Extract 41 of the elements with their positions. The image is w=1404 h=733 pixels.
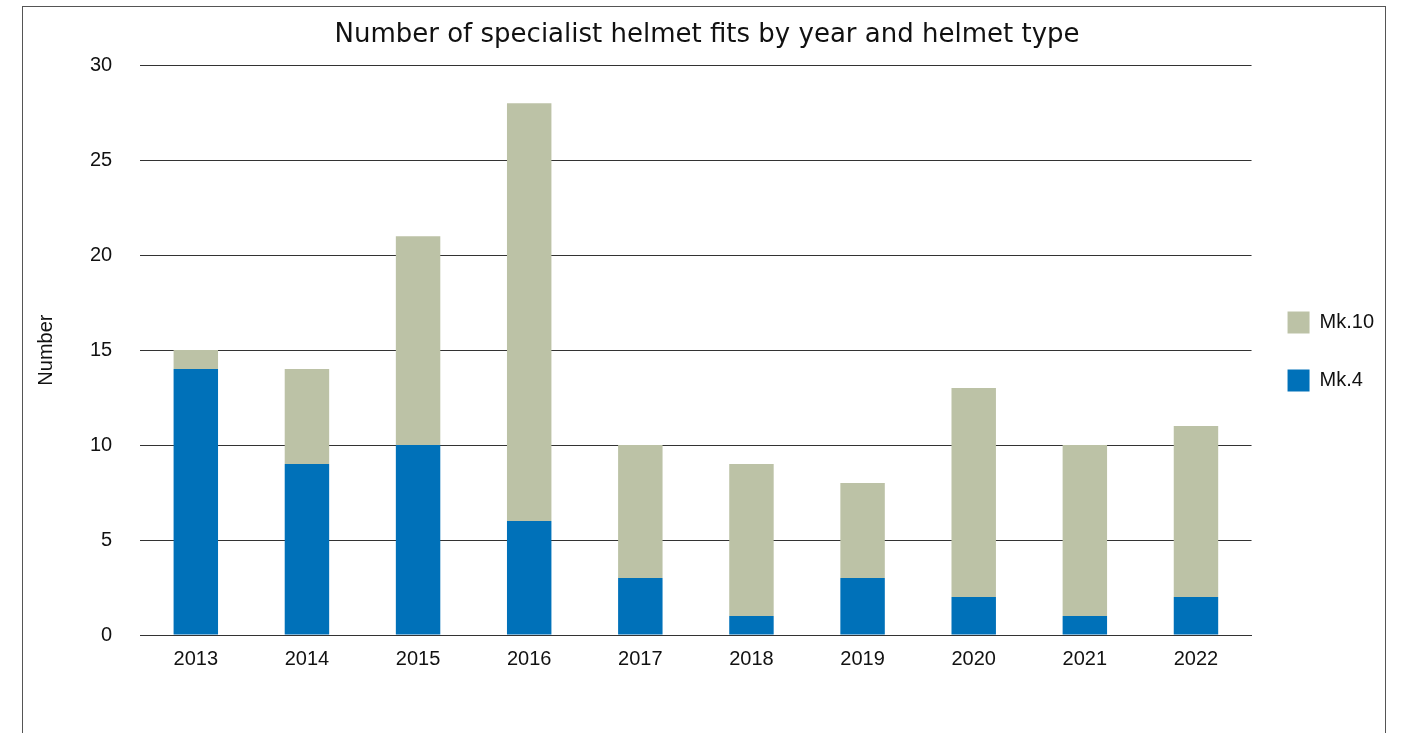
bar [951, 388, 996, 598]
bar [1062, 445, 1108, 617]
bar [840, 578, 885, 635]
bar [1062, 616, 1108, 635]
x-tick-label: 2020 [951, 646, 996, 669]
legend-label: Mk.4 [1319, 368, 1363, 391]
y-tick-label: 0 [101, 622, 113, 645]
x-tick-label: 2022 [1173, 646, 1219, 669]
x-tick-label: 2018 [729, 646, 774, 669]
legend-label: Mk.10 [1319, 310, 1375, 333]
bar [506, 521, 552, 635]
chart-title: Number of specialist helmet fits by year and helmet type [334, 18, 1080, 49]
bar [618, 445, 663, 579]
y-tick-label: 10 [90, 432, 113, 455]
y-tick-label: 20 [90, 242, 113, 265]
y-axis-title: Number [33, 314, 56, 386]
bar [173, 350, 219, 370]
x-tick-label: 2014 [284, 646, 330, 669]
bar [729, 616, 774, 635]
bar [840, 483, 885, 579]
bar [284, 464, 330, 635]
bar [951, 597, 996, 635]
x-tick-label: 2015 [395, 646, 441, 669]
bar [1173, 426, 1219, 598]
bar [173, 369, 219, 635]
bar [618, 578, 663, 635]
bar [1173, 597, 1219, 635]
bar [506, 103, 552, 522]
y-tick-label: 30 [90, 52, 113, 75]
x-tick-label: 2016 [506, 646, 552, 669]
bar [395, 236, 441, 446]
y-tick-label: 15 [90, 337, 113, 360]
x-tick-label: 2019 [840, 646, 885, 669]
bar [395, 445, 441, 635]
y-tick-label: 25 [90, 147, 113, 170]
y-tick-label: 5 [101, 527, 113, 550]
bar [729, 464, 774, 617]
bar [284, 369, 330, 465]
x-tick-label: 2013 [173, 646, 219, 669]
x-tick-label: 2017 [618, 646, 663, 669]
x-tick-label: 2021 [1062, 646, 1108, 669]
